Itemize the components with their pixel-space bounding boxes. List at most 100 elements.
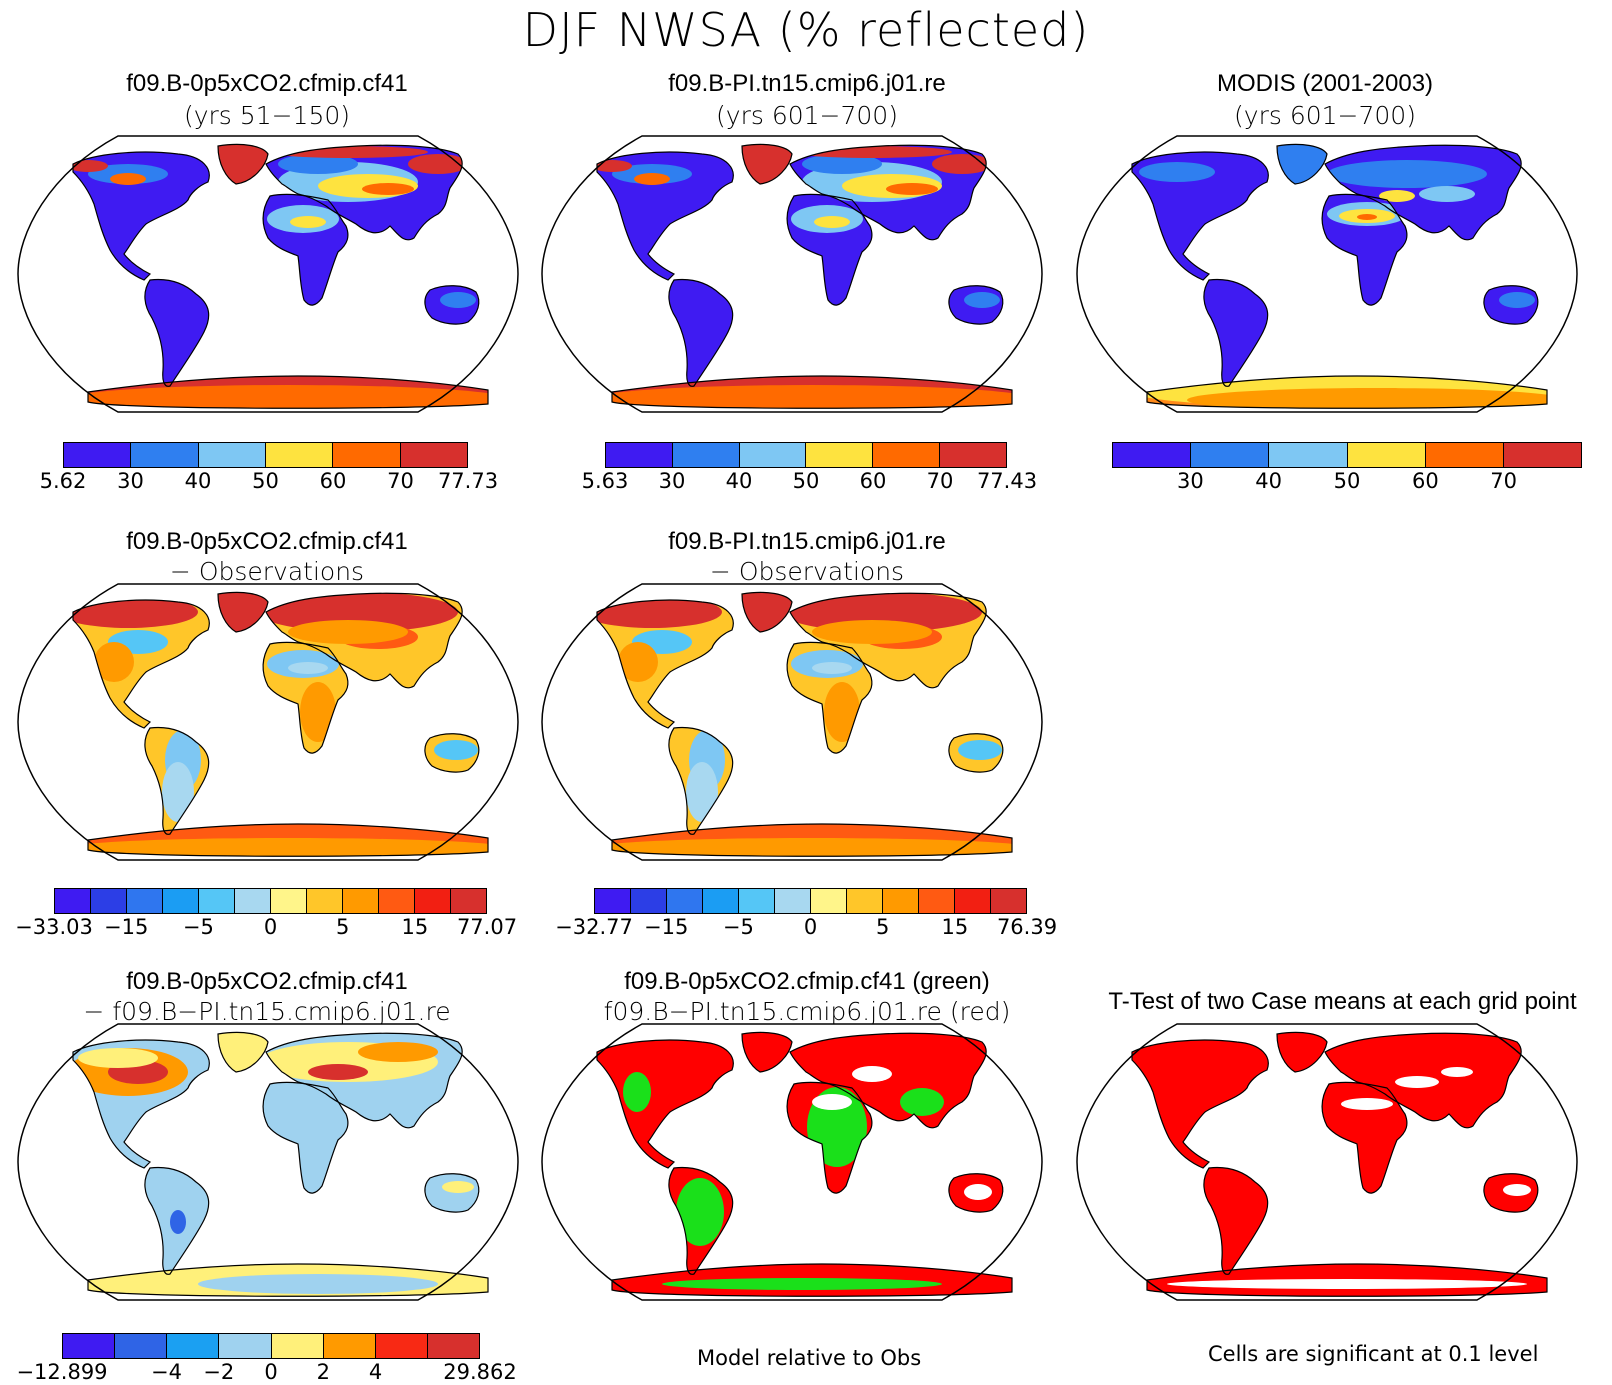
- map-shading: [676, 1178, 724, 1246]
- colorbar-label: 30: [658, 469, 686, 493]
- map-shading-group: [1167, 1279, 1527, 1289]
- map-shading-group: [358, 1042, 438, 1062]
- map-shading-group: [1503, 1184, 1531, 1196]
- map-shading: [362, 183, 414, 195]
- coastline-antarctica: [87, 375, 489, 409]
- map-shading-group: [814, 216, 850, 228]
- map-border: [541, 583, 1043, 861]
- map-shading-group: [1379, 190, 1415, 202]
- coastline-africa: [786, 1081, 873, 1194]
- colorbar-swatch: [883, 889, 919, 913]
- colorbar-label: 0: [264, 1360, 278, 1384]
- coastline-africa: [1321, 193, 1408, 306]
- coastline-eurasia: [265, 1032, 463, 1129]
- colorbar-swatch: [163, 889, 199, 913]
- map-border: [1076, 1023, 1578, 1301]
- map-shading-group: [300, 682, 336, 742]
- map-shading: [612, 385, 1012, 409]
- land-na: [1132, 152, 1269, 280]
- map-shading-group: [964, 292, 1000, 308]
- coastline-greenland: [741, 1031, 793, 1073]
- map-shading: [162, 762, 194, 822]
- map-shading: [170, 1210, 186, 1234]
- colorbar-panel-6: [62, 1333, 480, 1359]
- colorbar-swatch: [115, 1334, 168, 1358]
- colorbar-swatch: [55, 889, 91, 913]
- map-shading: [78, 1048, 158, 1068]
- colorbar-swatch: [703, 889, 739, 913]
- colorbar-label: 50: [792, 469, 820, 493]
- colorbar-swatch: [847, 889, 883, 913]
- colorbar-swatch: [343, 889, 379, 913]
- coastline-sa: [668, 726, 734, 835]
- colorbar-swatch: [333, 443, 401, 467]
- panel-2-title: f09.B-PI.tn15.cmip6.j01.re: [668, 70, 946, 97]
- colorbar-swatch: [427, 1334, 479, 1358]
- map-shading: [290, 216, 326, 228]
- coastline-eurasia: [265, 592, 463, 689]
- coastline-greenland: [741, 143, 793, 185]
- colorbar-swatch: [271, 889, 307, 913]
- coastline-australia: [424, 285, 480, 325]
- colorbar-label: 5.63: [581, 469, 629, 493]
- colorbar-swatch: [63, 1334, 116, 1358]
- colorbar-label: 77.73: [437, 469, 499, 493]
- colorbar-label: 29.862: [443, 1360, 517, 1384]
- map-shading: [802, 154, 882, 174]
- map-shading-group: [162, 762, 194, 822]
- map-shading: [1357, 214, 1377, 220]
- colorbar-label: −15: [103, 915, 149, 939]
- land-na: [597, 600, 734, 728]
- coastline-australia: [948, 285, 1004, 325]
- panel-2-subtitle: (yrs 601−700): [716, 101, 898, 130]
- colorbar-swatch: [739, 443, 807, 467]
- map-shading-group: [288, 662, 328, 674]
- coastline-eurasia: [789, 144, 987, 241]
- coastline-africa: [1321, 1081, 1408, 1194]
- coastline-eurasia: [1324, 144, 1522, 241]
- colorbar-label: 4: [368, 1360, 383, 1384]
- colorbar-label: 70: [387, 469, 414, 493]
- colorbar-swatch: [64, 443, 132, 467]
- coastline-sa: [144, 1166, 210, 1275]
- map-shading-group: [88, 838, 488, 857]
- map-shading-group: [290, 216, 326, 228]
- coastline-antarctica: [87, 1263, 489, 1297]
- colorbar-label: 15: [401, 915, 429, 939]
- colorbar-swatch: [307, 889, 343, 913]
- colorbar-label: −4: [151, 1360, 182, 1384]
- land-sa: [1203, 1167, 1268, 1275]
- map-shading-group: [1187, 388, 1547, 409]
- map-shading: [1139, 162, 1215, 182]
- coastline-africa: [786, 193, 873, 306]
- panel-6-subtitle: − f09.B−PI.tn15.cmip6.j01.re: [83, 997, 451, 1026]
- map-shading-group: [110, 173, 146, 185]
- colorbar-label: 50: [252, 469, 279, 493]
- land-na: [597, 1040, 734, 1168]
- map-shading: [300, 682, 336, 742]
- map-border: [1076, 135, 1578, 413]
- map-shading-group: [964, 1184, 992, 1200]
- colorbar-swatch: [265, 443, 334, 467]
- coastline-antarctica: [611, 823, 1013, 857]
- colorbar-label: 40: [184, 469, 212, 493]
- map-shading: [1379, 190, 1415, 202]
- coastline-na: [1131, 1039, 1269, 1169]
- map-shading-group: [170, 1210, 186, 1234]
- coastline-na: [1131, 151, 1269, 281]
- map-shading: [814, 216, 850, 228]
- map-shading: [852, 1066, 892, 1082]
- map-shading: [440, 292, 476, 308]
- map-shading-group: [1357, 214, 1377, 220]
- map-shading-group: [266, 593, 458, 632]
- map-shading: [1503, 1184, 1531, 1196]
- map-shading-group: [676, 1178, 724, 1246]
- coastline-antarctica: [1146, 375, 1548, 409]
- map-shading-group: [434, 740, 478, 760]
- colorbar-swatch: [631, 889, 667, 913]
- map-panel-8: [1076, 1023, 1578, 1301]
- colorbar-label: −5: [182, 915, 214, 939]
- map-shading: [824, 682, 860, 742]
- land-sa: [668, 279, 733, 387]
- panel-5-title: f09.B-PI.tn15.cmip6.j01.re: [668, 528, 946, 555]
